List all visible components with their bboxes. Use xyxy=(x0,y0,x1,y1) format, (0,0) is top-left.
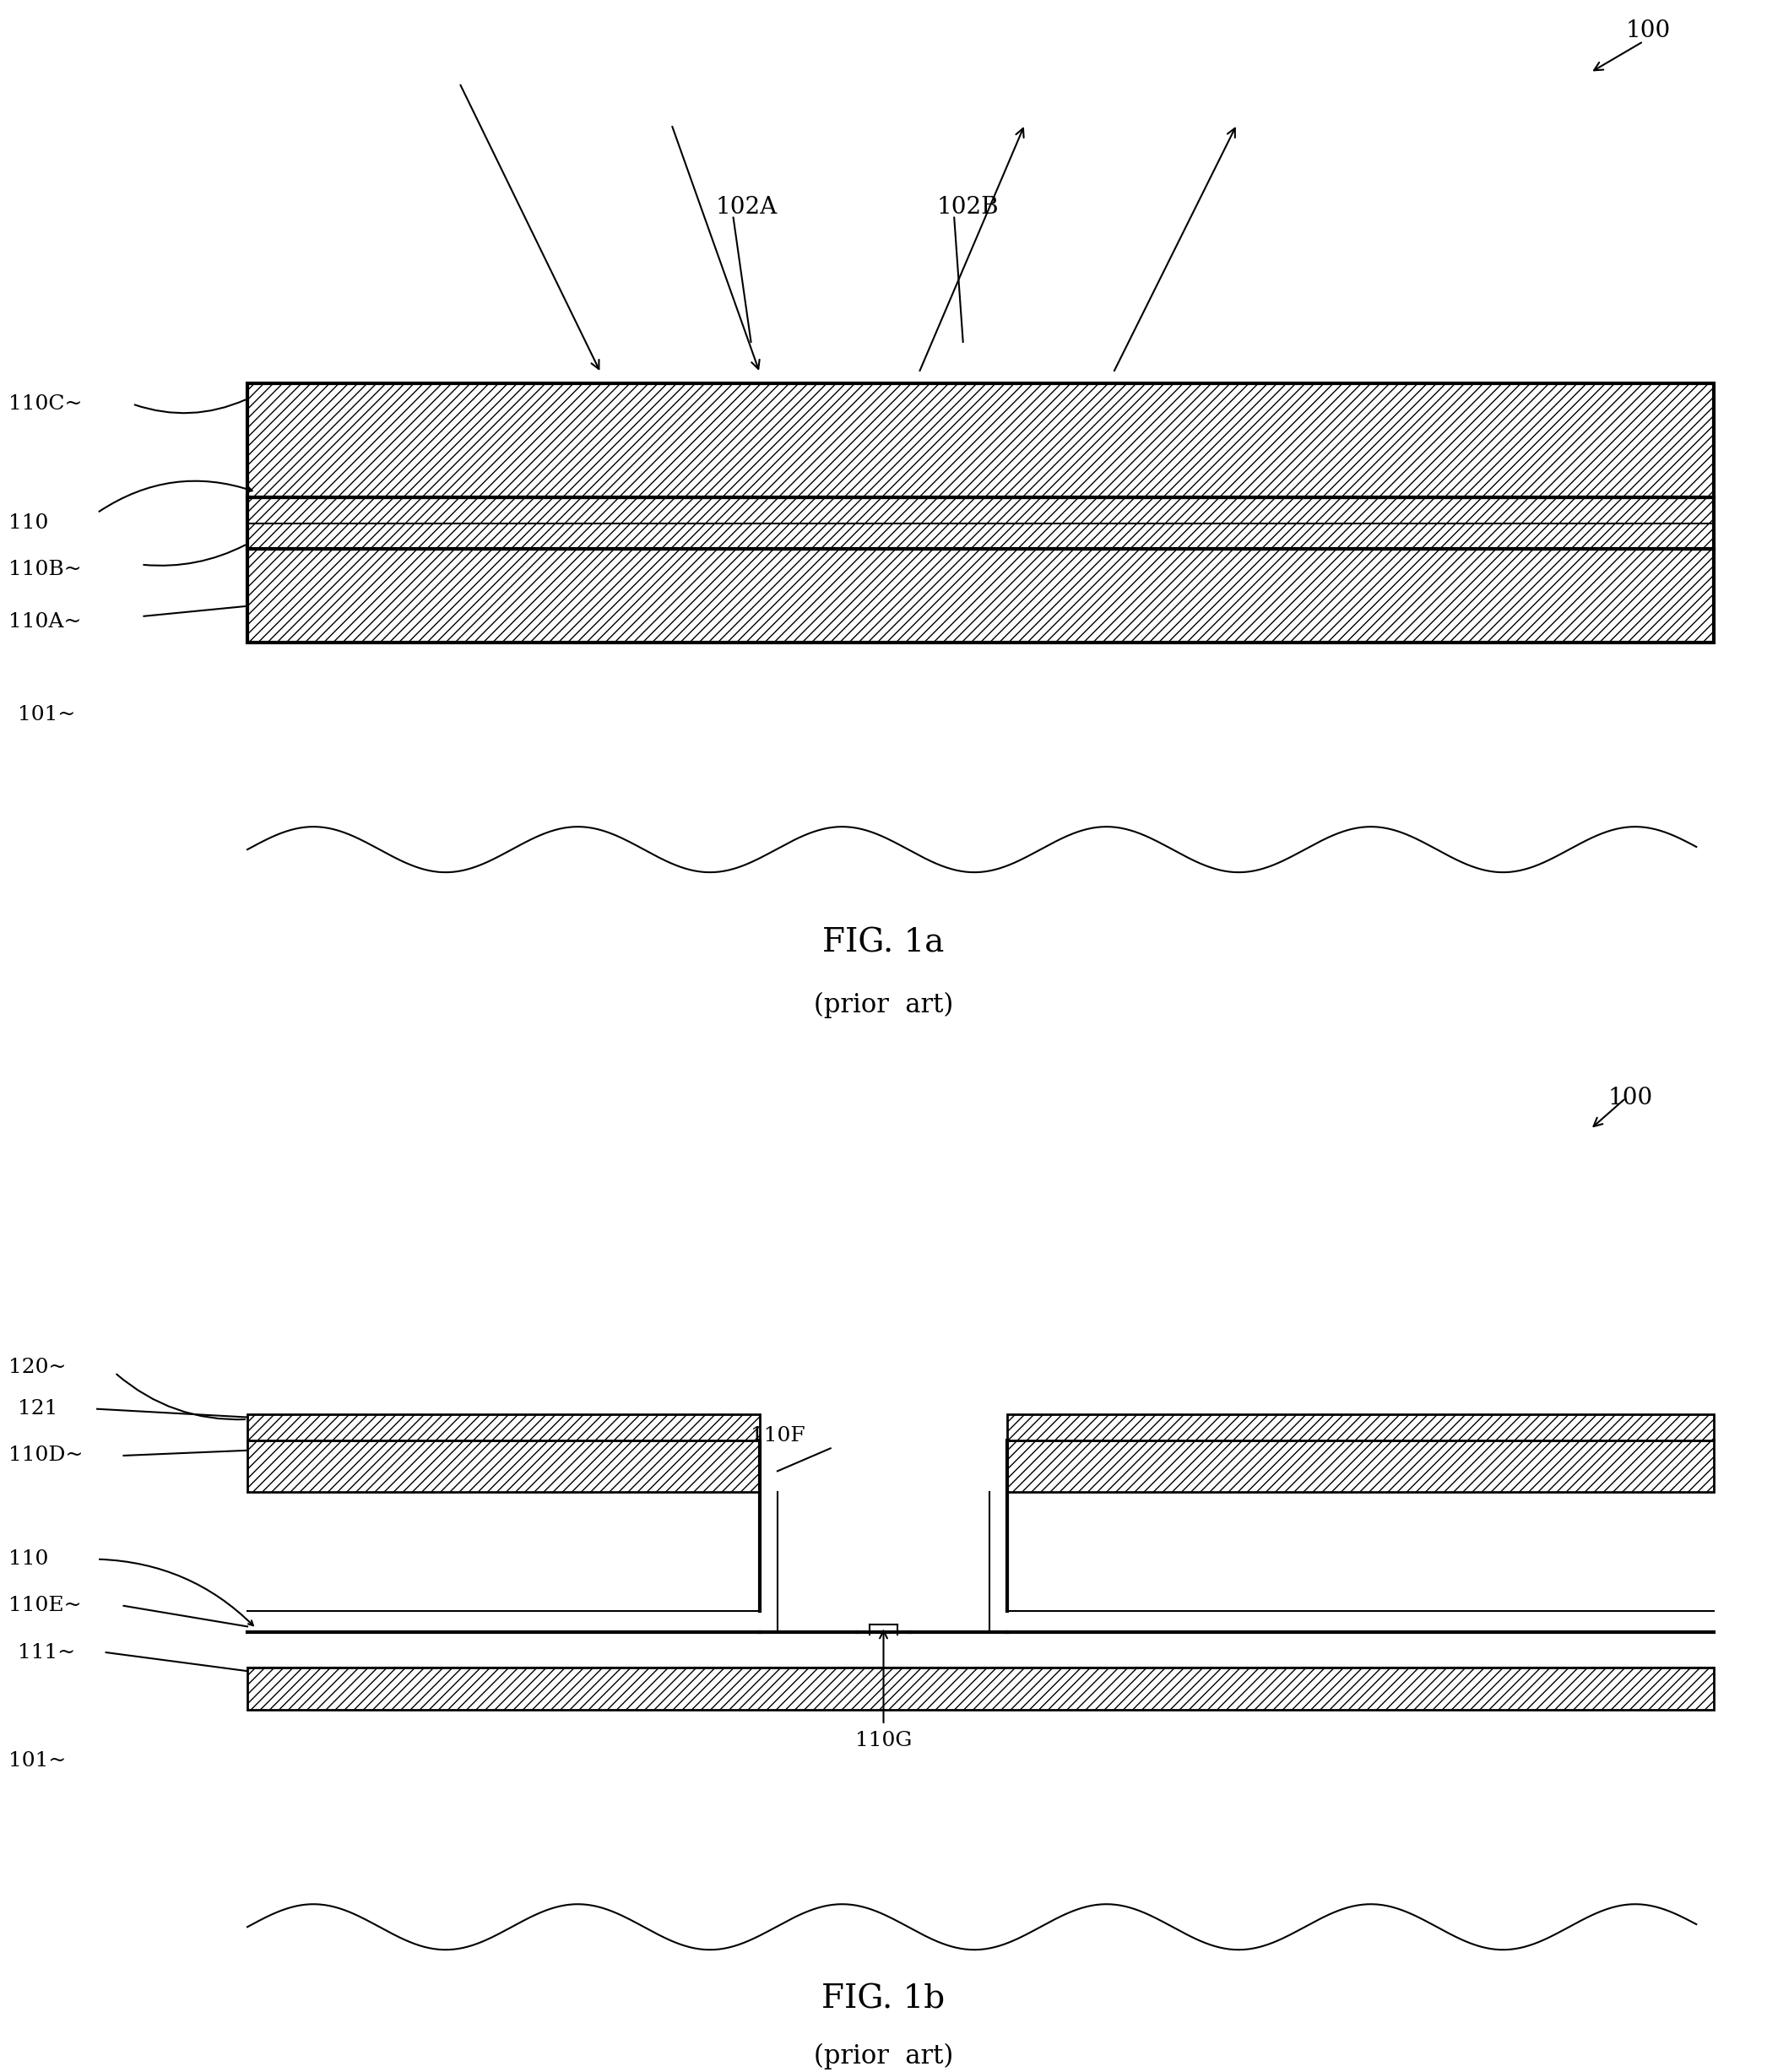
Text: 100: 100 xyxy=(1608,1086,1652,1111)
Text: 111~: 111~ xyxy=(18,1643,76,1662)
Text: 110: 110 xyxy=(9,1550,49,1569)
Text: 110C~: 110C~ xyxy=(9,394,83,414)
Polygon shape xyxy=(1007,1413,1714,1440)
Text: 110B~: 110B~ xyxy=(9,559,81,580)
Text: 101~: 101~ xyxy=(9,1751,67,1772)
Polygon shape xyxy=(247,1440,760,1492)
Text: FIG. 1a: FIG. 1a xyxy=(823,926,944,959)
Polygon shape xyxy=(247,1413,760,1440)
Text: 110G: 110G xyxy=(855,1730,912,1751)
Text: 110F: 110F xyxy=(751,1426,804,1446)
Polygon shape xyxy=(247,383,1714,497)
Text: 121: 121 xyxy=(18,1399,58,1419)
Polygon shape xyxy=(247,497,1714,549)
Polygon shape xyxy=(247,549,1714,642)
Polygon shape xyxy=(247,1668,1714,1709)
Text: (prior  art): (prior art) xyxy=(815,2043,952,2070)
Text: 102B: 102B xyxy=(937,195,998,220)
Text: 100: 100 xyxy=(1626,19,1670,44)
Polygon shape xyxy=(1007,1440,1714,1492)
Text: 120~: 120~ xyxy=(9,1357,67,1378)
Text: 110: 110 xyxy=(9,514,49,533)
Text: (prior  art): (prior art) xyxy=(815,992,952,1017)
Text: 110E~: 110E~ xyxy=(9,1595,81,1616)
Text: 101~: 101~ xyxy=(18,704,76,725)
Text: FIG. 1b: FIG. 1b xyxy=(822,1983,945,2016)
Text: 102A: 102A xyxy=(716,195,777,220)
Text: 110A~: 110A~ xyxy=(9,611,81,632)
Text: 110D~: 110D~ xyxy=(9,1446,83,1465)
